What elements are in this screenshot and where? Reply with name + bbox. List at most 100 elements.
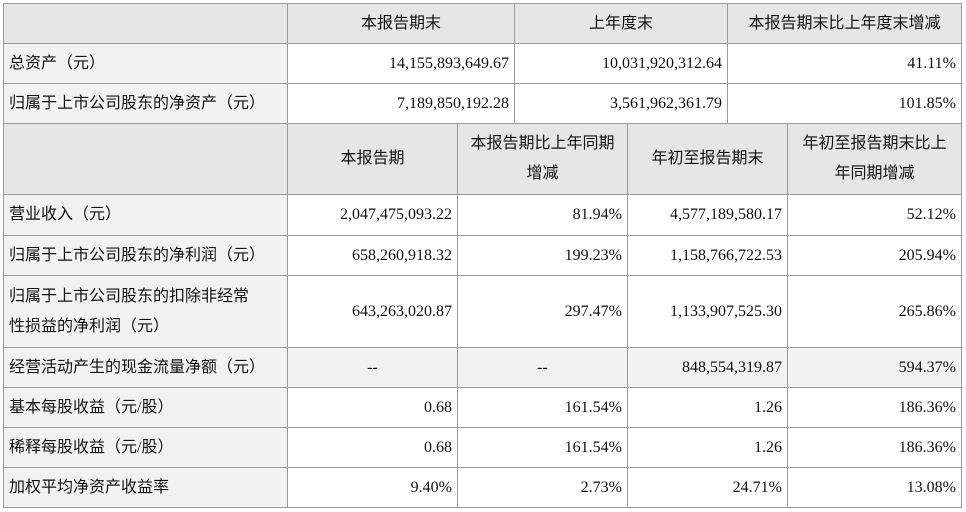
- cell-text: 205.94%: [898, 246, 956, 264]
- value-cell: 1,133,907,525.30: [627, 275, 788, 348]
- header-blank: [3, 123, 288, 195]
- value-cell: 205.94%: [787, 235, 962, 276]
- cell-text: 161.54%: [564, 398, 622, 416]
- cell-text: 1.26: [754, 398, 782, 416]
- cell-text: 199.23%: [564, 246, 622, 264]
- value-cell: --: [287, 347, 458, 388]
- cell-text: 0.68: [424, 398, 452, 416]
- cell-text: 101.85%: [898, 94, 956, 112]
- row-label: 归属于上市公司股东的扣除非经常 性损益的净利润（元）: [3, 275, 288, 348]
- value-cell: 2,047,475,093.22: [287, 194, 458, 236]
- row-label: 总资产（元）: [3, 43, 288, 84]
- cell-text: 7,189,850,192.28: [397, 94, 509, 112]
- cell-text: 加权平均净资产收益率: [9, 478, 170, 496]
- value-cell: 4,577,189,580.17: [627, 194, 788, 236]
- cell-text: 增减: [526, 165, 559, 182]
- header-cell: 年初至报告期末: [627, 123, 788, 195]
- row-label: 加权平均净资产收益率: [3, 467, 288, 508]
- row-label: 归属于上市公司股东的净资产（元）: [3, 83, 288, 124]
- cell-text: 265.86%: [898, 302, 956, 320]
- cell-text: 本报告期末比上年度末增减: [748, 14, 941, 32]
- value-cell: 24.71%: [627, 467, 788, 508]
- value-cell: 1.26: [627, 427, 788, 468]
- cell-text: 297.47%: [564, 302, 622, 320]
- cell-text: 本报告期比上年同期: [470, 135, 615, 152]
- cell-text: 基本每股收益（元/股）: [9, 398, 174, 416]
- cell-text: 41.11%: [907, 54, 956, 72]
- value-cell: 52.12%: [787, 194, 962, 236]
- cell-text: 1,158,766,722.53: [670, 246, 782, 264]
- cell-text: 归属于上市公司股东的净利润（元）: [9, 246, 266, 264]
- header-cell: 本报告期末比上年度末增减: [727, 3, 962, 44]
- cell-text: 年同期增减: [834, 165, 915, 182]
- cell-text: 186.36%: [898, 398, 956, 416]
- row-label: 经营活动产生的现金流量净额（元）: [3, 347, 288, 388]
- value-cell: 14,155,893,649.67: [287, 43, 515, 84]
- cell-text: 1,133,907,525.30: [670, 302, 782, 320]
- cell-text: 848,554,319.87: [682, 358, 782, 376]
- cell-text: 总资产（元）: [9, 54, 106, 72]
- cell-text: 643,263,020.87: [352, 302, 452, 320]
- cell-text: 归属于上市公司股东的净资产（元）: [9, 94, 266, 112]
- cell-text: 13.08%: [906, 478, 956, 496]
- cell-text: 经营活动产生的现金流量净额（元）: [9, 358, 266, 376]
- cell-text: 3,561,962,361.79: [610, 94, 722, 112]
- cell-text: 52.12%: [906, 206, 956, 223]
- cell-text: 186.36%: [898, 438, 956, 456]
- value-cell: --: [457, 347, 628, 388]
- value-cell: 0.68: [287, 387, 458, 428]
- cell-text: 4,577,189,580.17: [670, 206, 782, 223]
- value-cell: 161.54%: [457, 387, 628, 428]
- cell-text: 2,047,475,093.22: [340, 206, 452, 223]
- cell-text: 24.71%: [732, 478, 782, 496]
- value-cell: 161.54%: [457, 427, 628, 468]
- cell-text: 1.26: [754, 438, 782, 456]
- cell-text: 0.68: [424, 438, 452, 456]
- row-label: 基本每股收益（元/股）: [3, 387, 288, 428]
- cell-text: 年初至报告期末比上: [802, 135, 947, 152]
- cell-text: 81.94%: [572, 206, 622, 223]
- cell-text: 上年度末: [588, 14, 653, 32]
- cell-text: 2.73%: [580, 478, 622, 496]
- cell-text: 594.37%: [898, 358, 956, 376]
- cell-text: 14,155,893,649.67: [389, 54, 509, 72]
- value-cell: 81.94%: [457, 194, 628, 236]
- cell-text: 性损益的净利润（元）: [9, 317, 170, 335]
- value-cell: 41.11%: [727, 43, 962, 84]
- cell-text: 稀释每股收益（元/股）: [9, 438, 174, 456]
- cell-text: 本报告期末: [360, 14, 441, 32]
- cell-text: 161.54%: [564, 438, 622, 456]
- value-cell: 7,189,850,192.28: [287, 83, 515, 124]
- header-cell: 本报告期比上年同期 增减: [457, 123, 628, 195]
- value-cell: 643,263,020.87: [287, 275, 458, 348]
- value-cell: 848,554,319.87: [627, 347, 788, 388]
- value-cell: 658,260,918.32: [287, 235, 458, 276]
- header-cell: 上年度末: [514, 3, 728, 44]
- cell-text: --: [367, 358, 378, 376]
- value-cell: 10,031,920,312.64: [514, 43, 728, 84]
- cell-text: 10,031,920,312.64: [602, 54, 722, 72]
- cell-text: 归属于上市公司股东的扣除非经常: [9, 287, 250, 305]
- header-cell: 本报告期末: [287, 3, 515, 44]
- cell-text: 9.40%: [410, 478, 452, 496]
- cell-text: 本报告期: [340, 150, 405, 167]
- cell-text: --: [537, 358, 548, 376]
- value-cell: 297.47%: [457, 275, 628, 348]
- cell-text: 年初至报告期末: [651, 150, 764, 167]
- value-cell: 199.23%: [457, 235, 628, 276]
- row-label: 归属于上市公司股东的净利润（元）: [3, 235, 288, 276]
- cell-text: 营业收入（元）: [9, 206, 122, 223]
- value-cell: 0.68: [287, 427, 458, 468]
- cell-text: 658,260,918.32: [352, 246, 452, 264]
- value-cell: 13.08%: [787, 467, 962, 508]
- value-cell: 594.37%: [787, 347, 962, 388]
- row-label: 营业收入（元）: [3, 194, 288, 236]
- value-cell: 1,158,766,722.53: [627, 235, 788, 276]
- header-cell: 年初至报告期末比上 年同期增减: [787, 123, 962, 195]
- row-label: 稀释每股收益（元/股）: [3, 427, 288, 468]
- value-cell: 101.85%: [727, 83, 962, 124]
- value-cell: 186.36%: [787, 427, 962, 468]
- value-cell: 1.26: [627, 387, 788, 428]
- value-cell: 2.73%: [457, 467, 628, 508]
